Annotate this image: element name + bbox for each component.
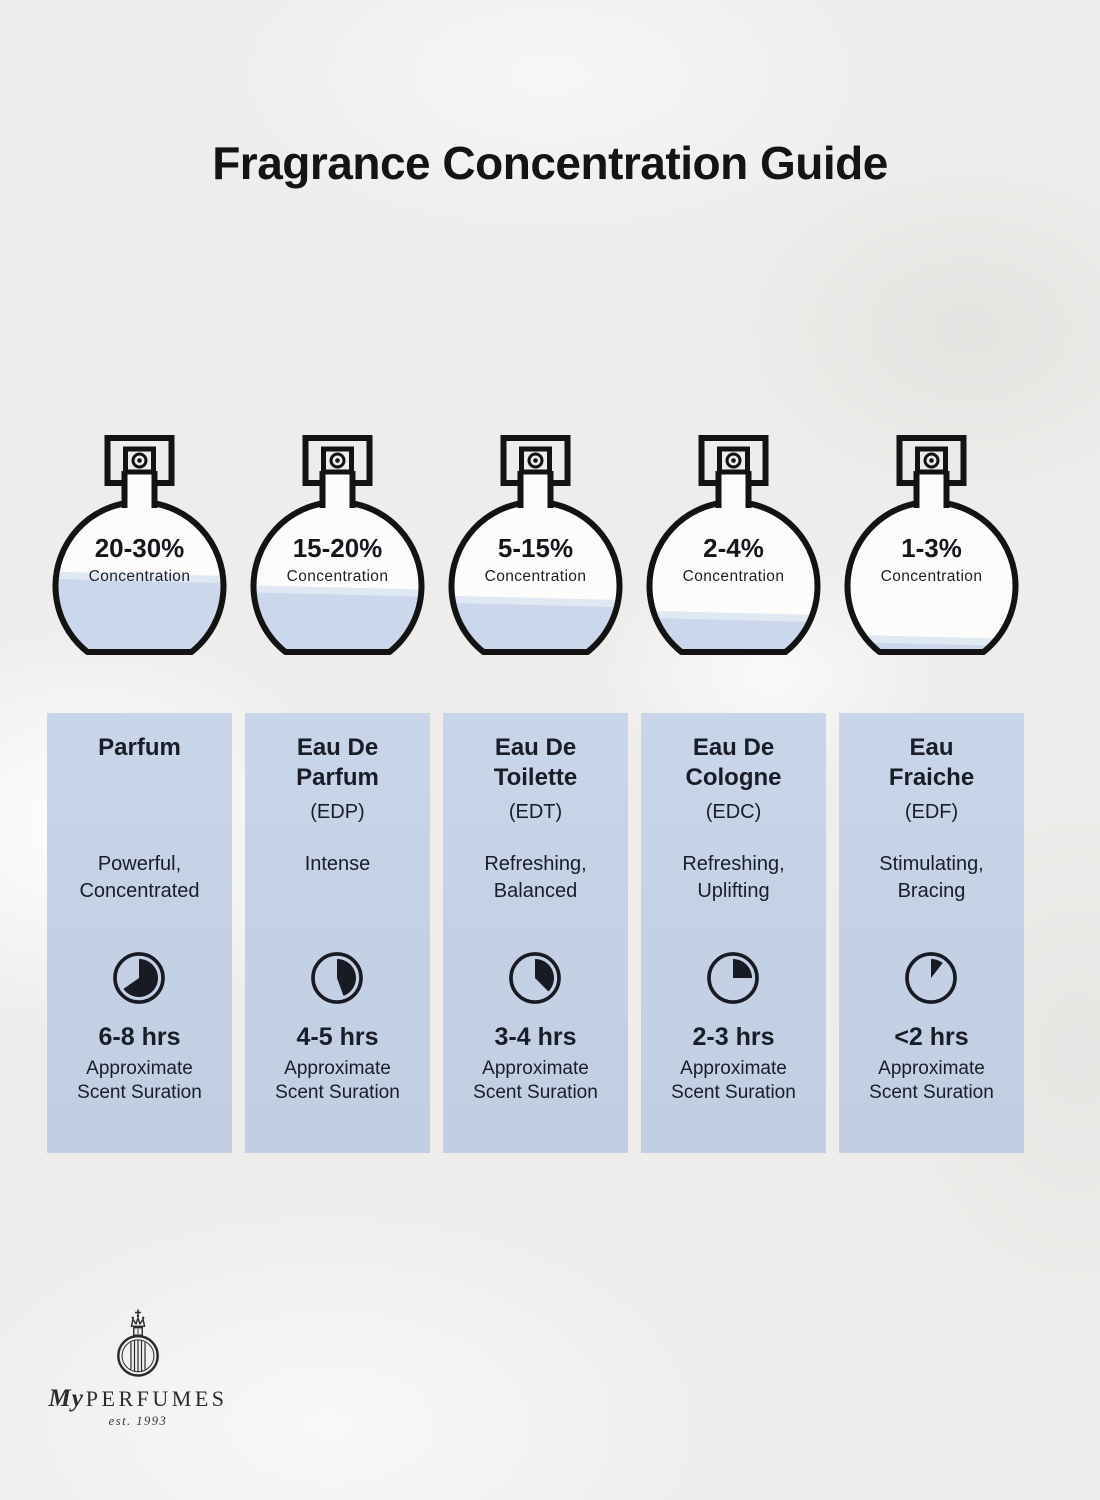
sprayer-icon — [519, 446, 552, 475]
card-eau-de-toilette: Eau De Toilette (EDT) Refreshing, Balanc… — [443, 713, 628, 1153]
card-eau-de-parfum: Eau De Parfum (EDP) Intense 4-5 hrs Appr… — [245, 713, 430, 1153]
brand-word: PERFUMES — [85, 1386, 228, 1411]
fragrance-type-abbr: (EDC) — [705, 801, 762, 823]
concentration-label: Concentration — [881, 568, 983, 585]
bottle-eau-de-toilette: 5-15% Concentration — [443, 435, 628, 667]
concentration-label: Concentration — [287, 568, 389, 585]
fragrance-type-abbr: (EDF) — [904, 801, 959, 823]
bottle-eau-fraiche: 1-3% Concentration — [839, 435, 1024, 667]
brand-prefix: My — [48, 1385, 84, 1412]
card-parfum: Parfum Powerful, Concentrated 6-8 hrs Ap… — [47, 713, 232, 1153]
concentration-label: Concentration — [485, 568, 587, 585]
clock-icon — [905, 952, 957, 1004]
scent-duration: 2-3 hrs — [692, 1023, 775, 1051]
fragrance-type-name: Eau Fraiche — [888, 734, 975, 791]
sprayer-icon — [321, 446, 354, 475]
concentration-label: Concentration — [89, 568, 191, 585]
card-eau-fraiche: Eau Fraiche (EDF) Stimulating, Bracing <… — [839, 713, 1024, 1153]
duration-caption: Approximate Scent Suration — [869, 1058, 994, 1103]
perfume-bottle-icon: 20-30% Concentration — [52, 435, 227, 655]
page-title: Fragrance Concentration Guide — [212, 137, 888, 189]
concentration-range: 5-15% — [498, 533, 573, 563]
clock-icon — [509, 952, 561, 1004]
fragrance-description: Refreshing, Uplifting — [682, 853, 785, 902]
fragrance-type-name: Eau De Parfum — [296, 734, 379, 791]
concentration-range: 15-20% — [293, 533, 383, 563]
scent-duration: 3-4 hrs — [494, 1023, 577, 1051]
concentration-label: Concentration — [683, 568, 785, 585]
duration-caption: Approximate Scent Suration — [671, 1058, 796, 1103]
liquid-fill — [53, 571, 226, 655]
fragrance-type-abbr: (EDT) — [508, 801, 563, 823]
perfume-flacon-logo-icon — [117, 1309, 159, 1377]
liquid-fill — [648, 610, 821, 655]
fragrance-description: Powerful, Concentrated — [79, 853, 200, 902]
fragrance-type-name: Eau De Cologne — [685, 734, 782, 791]
fragrance-description: Refreshing, Balanced — [484, 853, 587, 902]
fragrance-description: Intense — [304, 853, 371, 875]
liquid-fill — [251, 585, 424, 655]
clock-icon — [113, 952, 165, 1004]
duration-caption: Approximate Scent Suration — [275, 1058, 400, 1103]
perfume-bottle-icon: 5-15% Concentration — [448, 435, 623, 655]
duration-caption: Approximate Scent Suration — [77, 1058, 202, 1103]
bottle-eau-de-cologne: 2-4% Concentration — [641, 435, 826, 667]
duration-caption: Approximate Scent Suration — [473, 1058, 598, 1103]
scent-duration: <2 hrs — [894, 1023, 969, 1051]
brand-logo: MyPERFUMES est. 1993 — [32, 1308, 244, 1429]
liquid-fill — [847, 634, 1019, 655]
fragrance-description: Stimulating, Bracing — [879, 853, 984, 902]
bottle-eau-de-parfum: 15-20% Concentration — [245, 435, 430, 667]
perfume-bottle-icon: 2-4% Concentration — [646, 435, 821, 655]
scent-duration: 6-8 hrs — [98, 1023, 181, 1051]
fragrance-type-name: Parfum — [98, 734, 181, 761]
brand-established: est. 1993 — [108, 1414, 168, 1428]
brand-name: MyPERFUMES — [32, 1385, 244, 1413]
bottle-parfum: 20-30% Concentration — [47, 435, 232, 667]
card-eau-de-cologne: Eau De Cologne (EDC) Refreshing, Uplifti… — [641, 713, 826, 1153]
clock-icon — [311, 952, 363, 1004]
fragrance-type-abbr: (EDP) — [310, 801, 365, 823]
sprayer-icon — [717, 446, 750, 475]
fragrance-type-name: Eau De Toilette — [493, 734, 578, 791]
scent-duration: 4-5 hrs — [296, 1023, 379, 1051]
concentration-range: 2-4% — [703, 533, 764, 563]
liquid-fill — [450, 595, 622, 655]
perfume-bottle-icon: 1-3% Concentration — [844, 435, 1019, 655]
concentration-range: 1-3% — [901, 533, 962, 563]
sprayer-icon — [123, 446, 156, 475]
concentration-range: 20-30% — [95, 533, 185, 563]
clock-icon — [707, 952, 759, 1004]
perfume-bottle-icon: 15-20% Concentration — [250, 435, 425, 655]
sprayer-icon — [915, 446, 948, 475]
